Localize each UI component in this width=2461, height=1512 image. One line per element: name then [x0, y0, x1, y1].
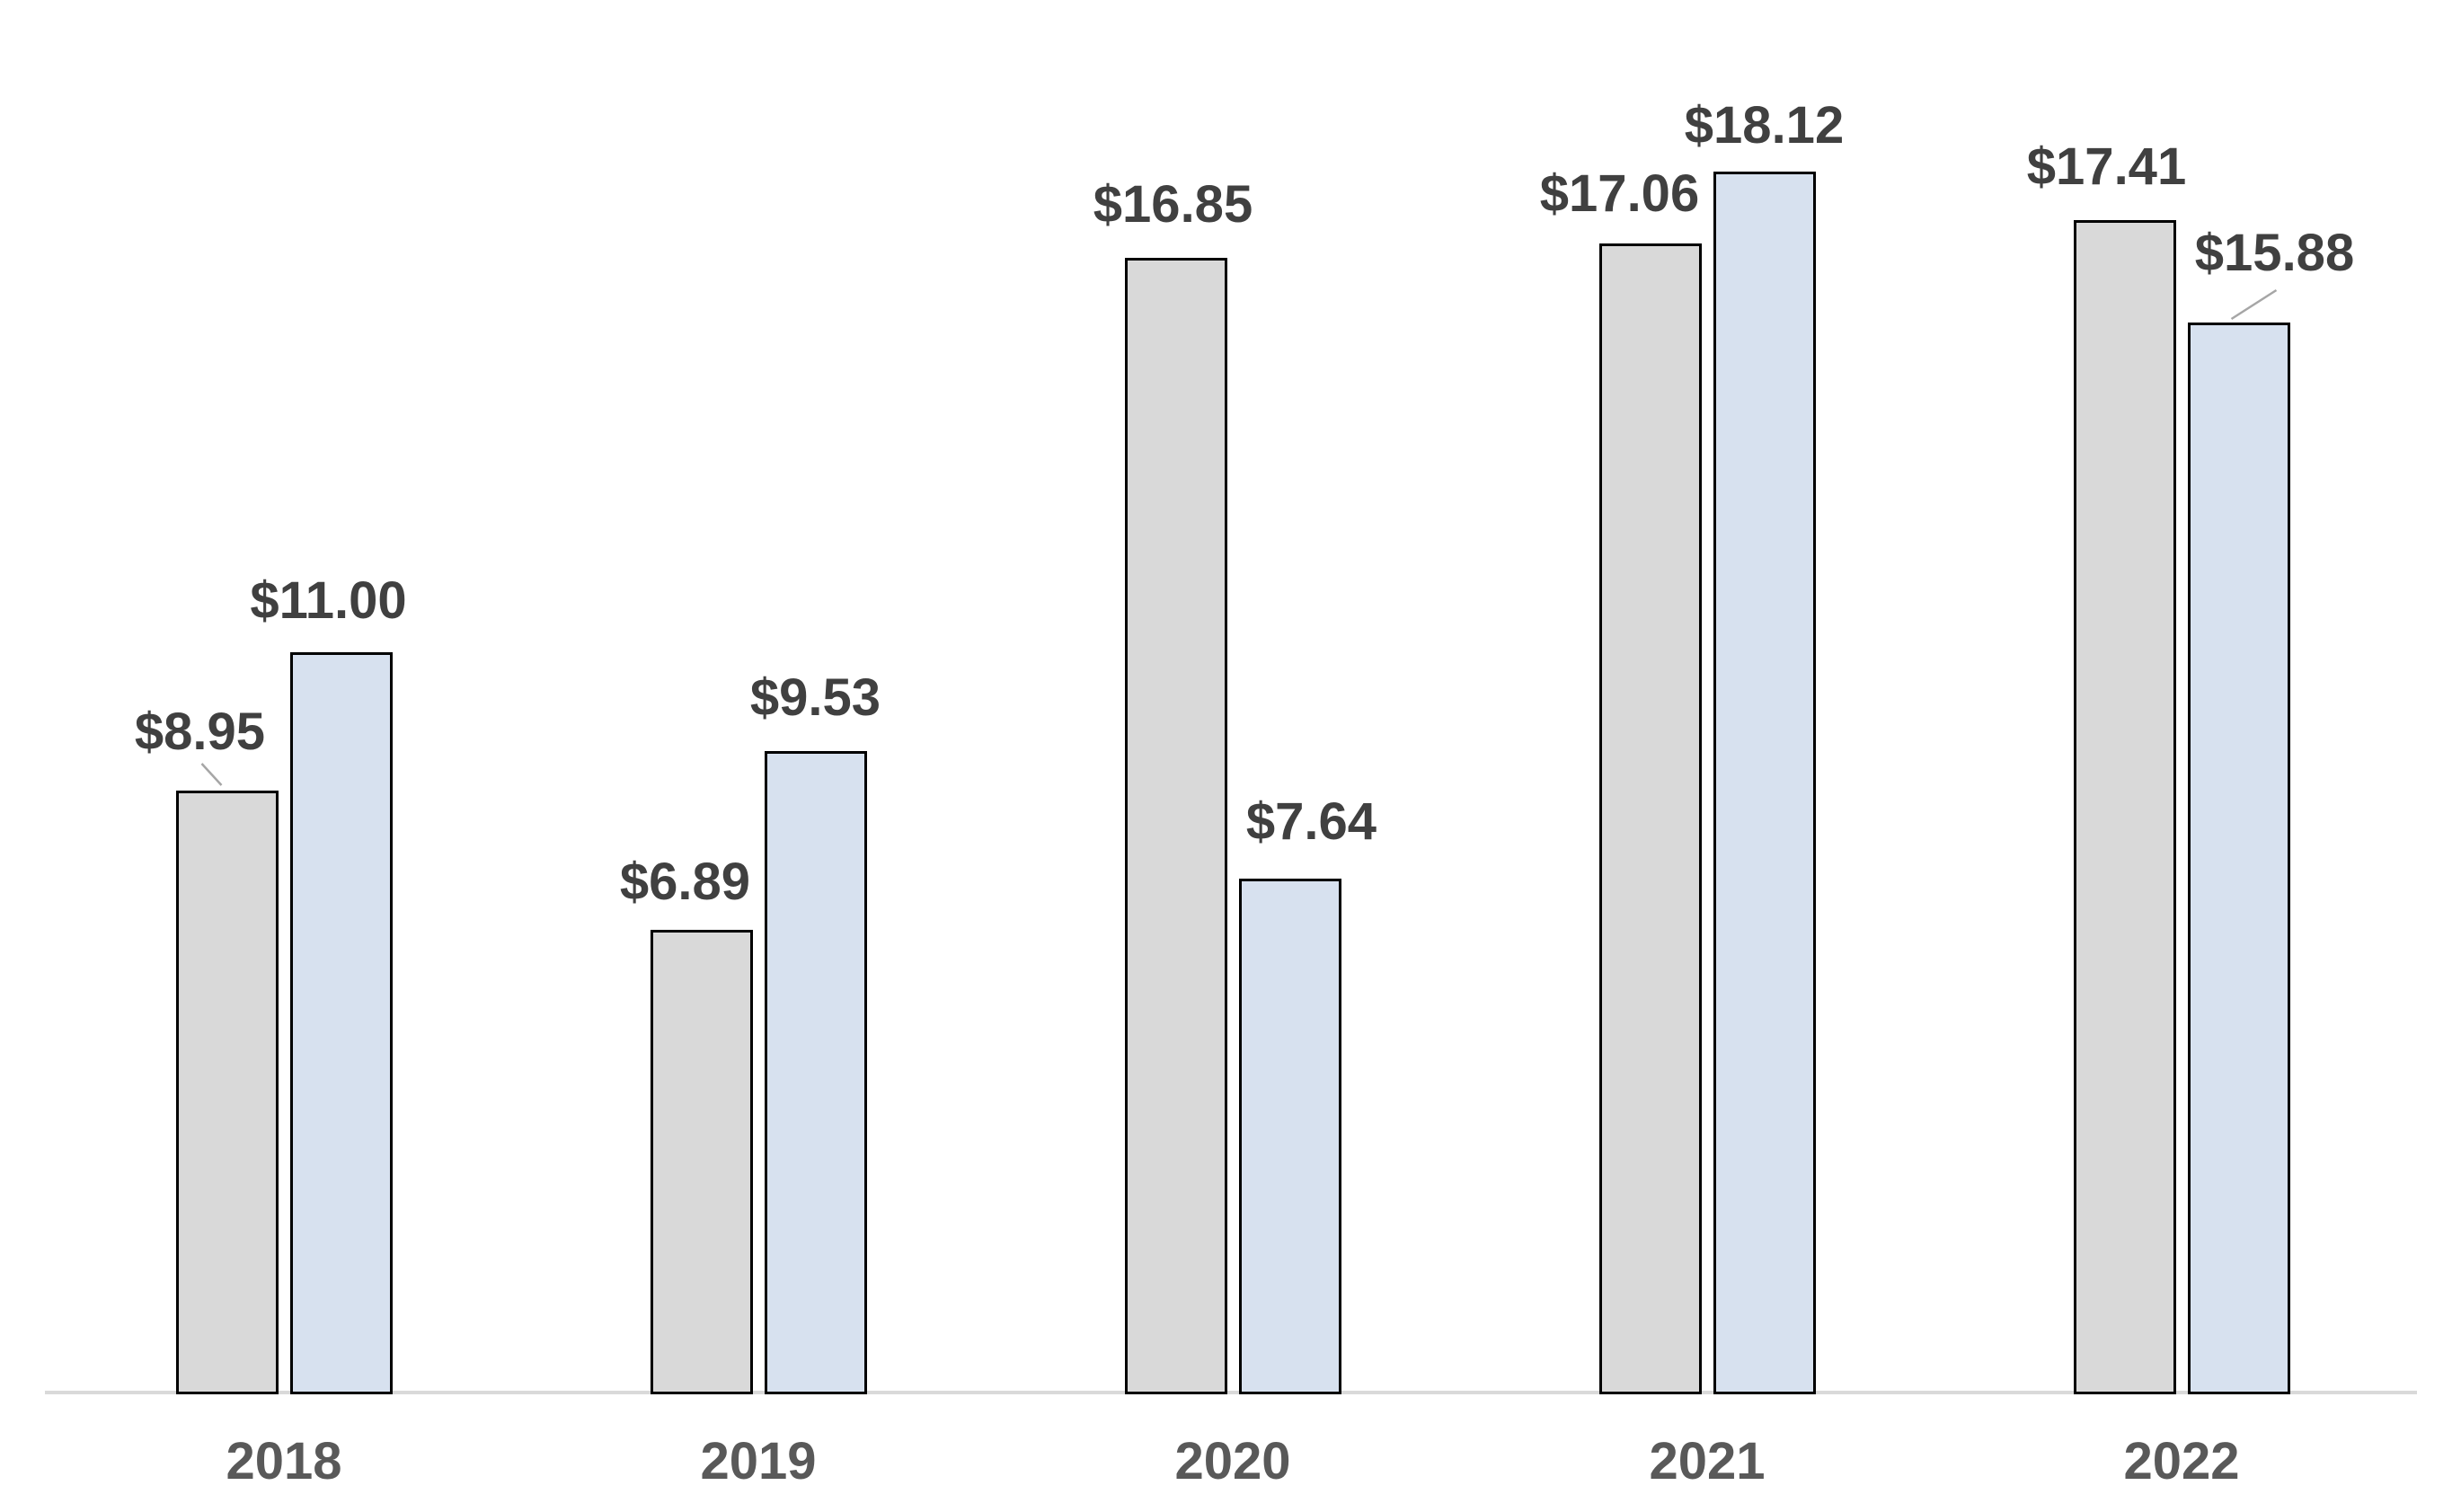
x-axis-label-2021: 2021: [1649, 1432, 1766, 1490]
leader-line-2018-gray: [200, 763, 223, 786]
data-label-2020-gray: $16.85: [1093, 175, 1253, 234]
data-label-2018-gray: $8.95: [134, 703, 266, 762]
bar-2021-blue: [1713, 172, 1816, 1394]
data-label-2018-blue: $11.00: [250, 571, 407, 631]
bar-2021-gray: [1598, 243, 1702, 1394]
bar-2018-gray: [175, 791, 279, 1394]
data-label-2021-gray: $17.06: [1539, 164, 1700, 224]
leader-line-2022-blue: [2230, 288, 2278, 321]
bar-2019-gray: [650, 930, 753, 1394]
bar-2022-gray: [2073, 220, 2176, 1394]
data-label-2020-blue: $7.64: [1245, 792, 1377, 852]
x-axis-label-2022: 2022: [2123, 1432, 2240, 1490]
bar-2019-blue: [764, 751, 867, 1394]
x-axis-label-2018: 2018: [226, 1432, 342, 1490]
bar-2018-blue: [289, 652, 393, 1394]
data-label-2022-blue: $15.88: [2194, 224, 2355, 283]
bar-2020-gray: [1124, 258, 1227, 1394]
data-label-2019-gray: $6.89: [619, 853, 751, 912]
x-axis-label-2019: 2019: [700, 1432, 817, 1490]
data-label-2019-blue: $9.53: [749, 668, 881, 728]
x-axis-label-2020: 2020: [1174, 1432, 1291, 1490]
bar-2020-blue: [1238, 879, 1341, 1394]
x-axis-line: [45, 1391, 2417, 1394]
data-label-2022-gray: $17.41: [2026, 137, 2187, 197]
bar-2022-blue: [2187, 323, 2290, 1394]
data-label-2021-blue: $18.12: [1684, 96, 1845, 155]
